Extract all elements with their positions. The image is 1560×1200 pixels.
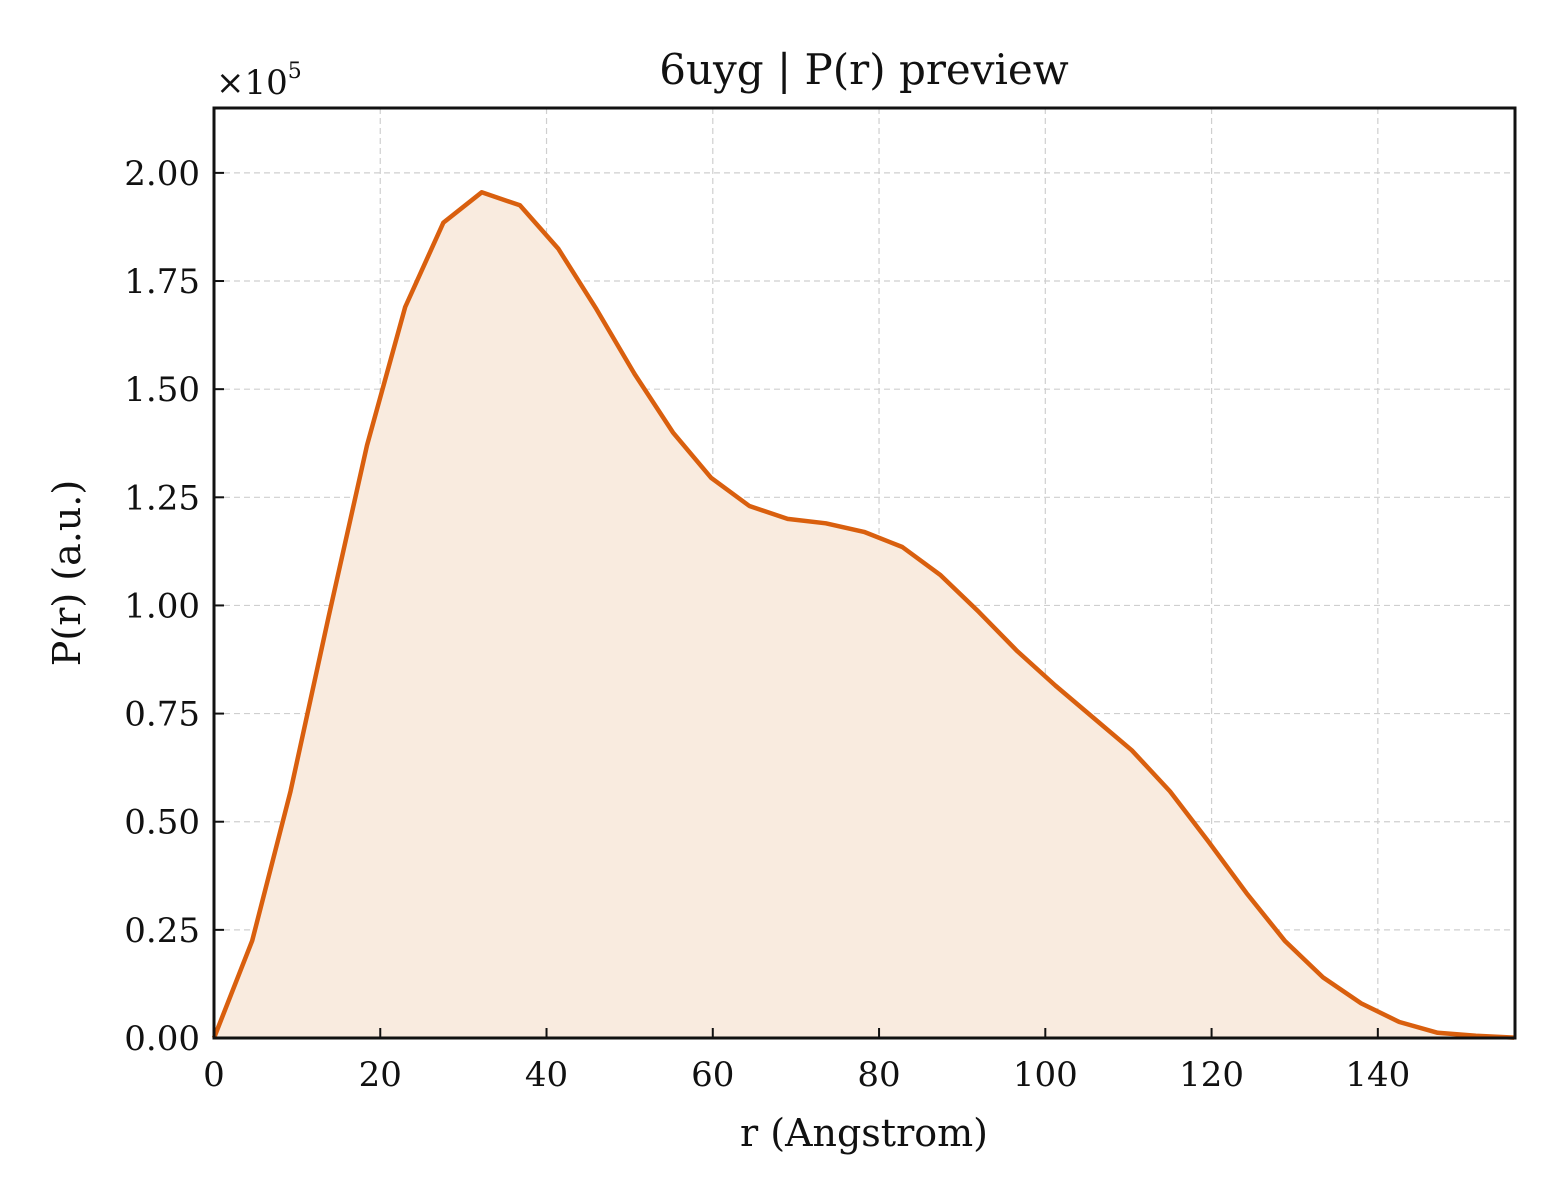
y-axis-title: P(r) (a.u.) xyxy=(45,480,89,666)
x-tick-label: 40 xyxy=(525,1055,568,1095)
y-tick-label: 0.00 xyxy=(124,1019,200,1059)
ticks: 0 20 40 60 80 100 120 140 0.00 0.25 0.50 0.75 1.00 1.… xyxy=(124,154,1410,1095)
y-tick-label: 1.50 xyxy=(124,370,200,410)
chart-title: 6uyg | P(r) preview xyxy=(659,45,1069,94)
x-tick-label: 80 xyxy=(857,1055,900,1095)
x-tick-label: 140 xyxy=(1345,1055,1410,1095)
x-tick-label: 120 xyxy=(1179,1055,1244,1095)
x-tick-label: 20 xyxy=(359,1055,402,1095)
y-tick-label: 0.50 xyxy=(124,803,200,843)
y-tick-label: 0.75 xyxy=(124,695,200,735)
x-axis-title: r (Angstrom) xyxy=(740,1111,988,1155)
x-tick-label: 60 xyxy=(691,1055,734,1095)
y-multiplier-exponent: 5 xyxy=(288,59,302,84)
y-tick-label: 1.75 xyxy=(124,262,200,302)
x-tick-label: 100 xyxy=(1013,1055,1078,1095)
x-tick-label: 0 xyxy=(203,1055,225,1095)
y-tick-label: 1.25 xyxy=(124,478,200,518)
pr-series-line xyxy=(211,190,1515,1040)
y-tick-label: 2.00 xyxy=(124,154,200,194)
y-tick-label: 1.00 xyxy=(124,586,200,626)
plot-frame xyxy=(212,106,1517,1040)
y-multiplier-label: ×105 xyxy=(216,59,302,103)
pr-area-fill xyxy=(214,192,1515,1039)
y-tick-label: 0.25 xyxy=(124,911,200,951)
y-multiplier-base: ×10 xyxy=(216,63,288,103)
